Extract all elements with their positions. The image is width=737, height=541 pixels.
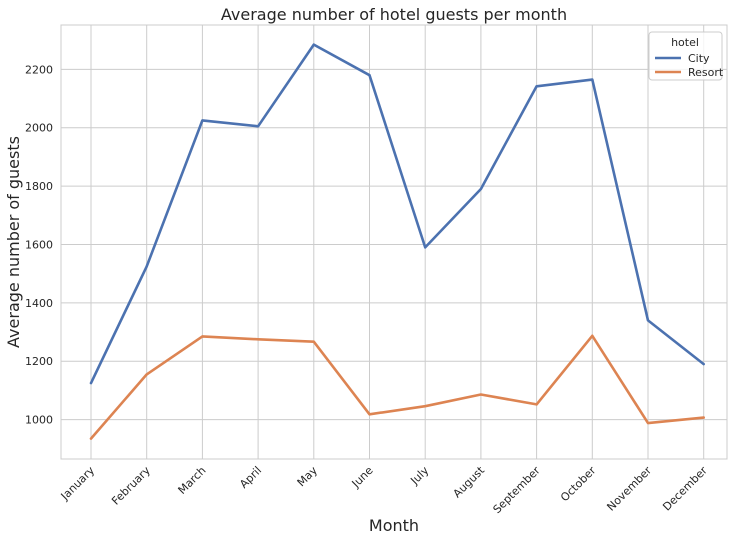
x-tick-label: November — [604, 464, 654, 514]
legend-label-city: City — [688, 52, 710, 65]
series-group — [89, 43, 706, 440]
y-tick-label: 1800 — [25, 180, 53, 193]
y-tick-label: 1000 — [25, 414, 53, 427]
series-line-resort — [89, 334, 706, 440]
legend-title: hotel — [671, 36, 699, 49]
y-tick-label: 1200 — [25, 355, 53, 368]
x-tick-label: January — [58, 464, 98, 504]
x-tick-label: March — [176, 464, 209, 497]
x-tick-label: July — [407, 464, 431, 488]
y-tick-label: 2000 — [25, 122, 53, 135]
x-tick-labels: January February March April May June July Augu… — [58, 463, 710, 516]
legend: hotel City Resort — [648, 31, 724, 81]
y-tick-label: 2200 — [25, 63, 53, 76]
x-tick-label: April — [237, 464, 264, 491]
x-tick-label: September — [491, 464, 544, 517]
plot-frame — [60, 24, 728, 460]
y-axis-label: Average number of guests — [4, 136, 23, 348]
x-axis-label: Month — [369, 516, 419, 535]
x-tick-label: May — [295, 464, 321, 490]
x-tick-label: June — [349, 464, 376, 491]
grid-lines — [61, 25, 727, 459]
y-tick-label: 1400 — [25, 297, 53, 310]
x-tick-label: August — [451, 463, 488, 500]
chart-title: Average number of hotel guests per month — [221, 5, 567, 24]
y-tick-label: 1600 — [25, 238, 53, 251]
y-tick-labels: 1000 1200 1400 1600 1800 2000 2200 — [25, 63, 53, 426]
legend-label-resort: Resort — [688, 66, 724, 79]
series-line-city — [89, 43, 706, 385]
legend-box — [648, 31, 723, 81]
x-tick-label: December — [660, 464, 710, 514]
x-tick-label: February — [109, 464, 153, 508]
x-tick-label: October — [558, 464, 599, 505]
